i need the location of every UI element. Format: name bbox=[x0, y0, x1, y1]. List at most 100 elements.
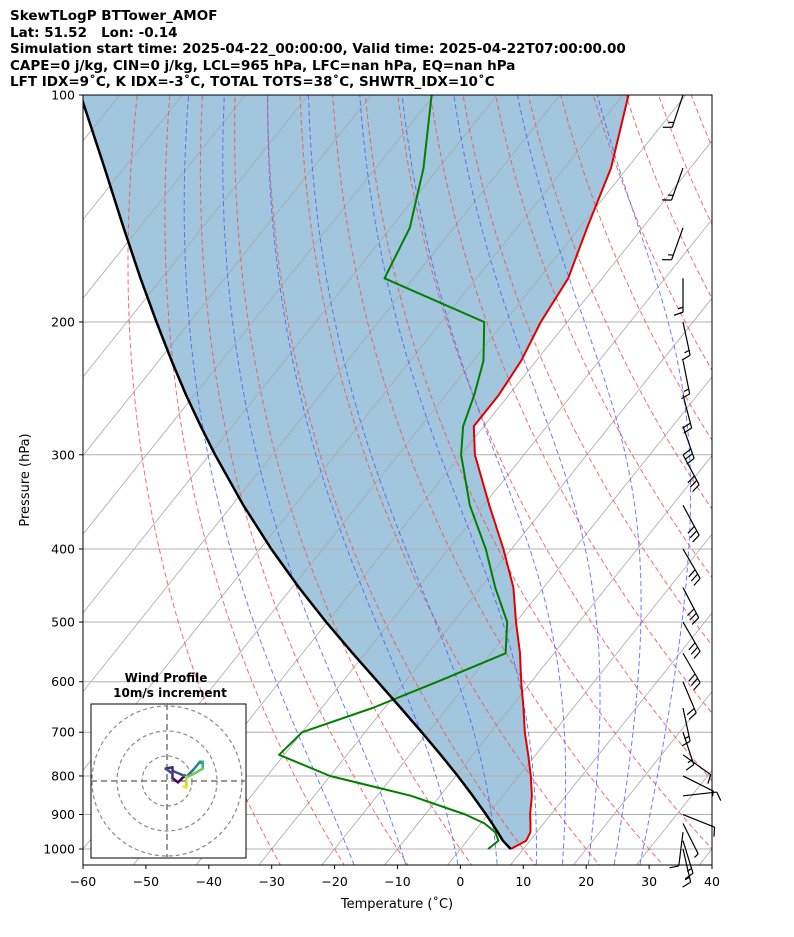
wind-barb-staff bbox=[682, 823, 699, 855]
y-tick-label: 800 bbox=[51, 768, 75, 783]
wind-barb-flag bbox=[669, 865, 679, 869]
wind-barb bbox=[662, 167, 684, 201]
parcel-path-line bbox=[83, 98, 512, 850]
hodograph-title: Wind Profile bbox=[125, 671, 208, 685]
y-tick-label: 600 bbox=[51, 674, 75, 689]
x-tick-label: −40 bbox=[196, 874, 222, 889]
wind-barb bbox=[682, 813, 716, 837]
wind-barb-halfflag bbox=[684, 735, 690, 740]
wind-barb bbox=[682, 394, 693, 434]
isotherm-gridline bbox=[83, 95, 184, 221]
y-tick-label: 900 bbox=[51, 807, 75, 822]
wind-barb bbox=[682, 840, 694, 880]
wind-barb-staff bbox=[678, 832, 684, 867]
wind-barb-staff bbox=[682, 548, 701, 579]
dry-adiabat-line bbox=[199, 95, 409, 865]
wind-barb bbox=[682, 823, 699, 858]
wind-barb-flag bbox=[685, 763, 695, 771]
wind-barb-flag bbox=[707, 774, 712, 784]
moist-adiabat-line bbox=[183, 95, 355, 865]
dry-adiabat-line bbox=[724, 95, 794, 880]
hodograph-segment bbox=[191, 760, 202, 772]
moist-adiabat-line bbox=[596, 95, 692, 865]
wind-barb-staff bbox=[682, 652, 701, 683]
wind-barb-halfflag bbox=[684, 349, 690, 354]
wind-barb-flag bbox=[693, 577, 701, 586]
wind-barb-flag bbox=[686, 708, 695, 716]
isotherm-gridline bbox=[83, 95, 435, 535]
chart-title: SkewTLogP BTTower_AMOF bbox=[10, 8, 218, 24]
wind-barb-staff bbox=[682, 587, 700, 618]
cape-shading-layer bbox=[83, 95, 629, 849]
dry-adiabat-line bbox=[495, 95, 712, 579]
dry-adiabat-line bbox=[299, 95, 600, 865]
chart-title-block: SkewTLogP BTTower_AMOF Lat: 51.52 Lon: -… bbox=[10, 8, 626, 91]
wind-barb bbox=[682, 791, 722, 801]
x-tick-label: 0 bbox=[456, 874, 464, 889]
wind-barb-staff bbox=[682, 394, 693, 429]
temperature-line bbox=[472, 95, 630, 850]
hodograph-segment bbox=[182, 785, 188, 790]
wind-barb-halfflag bbox=[693, 853, 699, 858]
isotherm-gridline bbox=[384, 454, 712, 865]
wind-barb-flag bbox=[689, 530, 698, 539]
cape-cin-shading bbox=[83, 95, 629, 849]
dry-adiabat-line bbox=[234, 95, 473, 865]
dewpoint-line bbox=[278, 95, 509, 850]
y-axis-label: Pressure (hPa) bbox=[18, 433, 33, 526]
wind-barb-flag bbox=[682, 422, 691, 429]
wind-barb-halfflag bbox=[711, 791, 715, 797]
wind-barb-staff bbox=[682, 321, 691, 356]
hodograph-subtitle: 10m/s increment bbox=[113, 686, 227, 700]
wind-barb bbox=[681, 707, 691, 747]
wind-barb-halfflag bbox=[683, 388, 689, 392]
x-tick-label: −30 bbox=[259, 874, 285, 889]
wind-barb bbox=[682, 775, 715, 797]
wind-barb-staff bbox=[682, 504, 700, 536]
isotherm-gridline bbox=[83, 95, 246, 299]
isotherm-gridline bbox=[83, 95, 309, 378]
isotherm-gridline bbox=[83, 95, 372, 457]
wind-barb-staff bbox=[682, 681, 697, 714]
wind-barb-flag bbox=[689, 479, 698, 488]
wind-barb-flag bbox=[684, 872, 694, 880]
isotherm-gridline bbox=[83, 95, 498, 614]
hodograph-segment bbox=[172, 770, 185, 777]
wind-barb-flag bbox=[690, 573, 699, 582]
wind-barb-staff bbox=[682, 454, 700, 485]
y-tick-label: 300 bbox=[51, 447, 75, 462]
x-tick-label: −50 bbox=[133, 874, 159, 889]
isotherm-gridline bbox=[258, 297, 712, 865]
wind-barb-flag bbox=[692, 484, 700, 493]
wind-barb-staff bbox=[682, 707, 691, 742]
wind-barb bbox=[682, 454, 700, 493]
moist-adiabat-line bbox=[516, 95, 642, 865]
y-tick-label: 200 bbox=[51, 314, 75, 329]
dry-adiabat-line bbox=[127, 95, 281, 865]
wind-barb-staff bbox=[682, 360, 691, 395]
y-tick-label: 100 bbox=[51, 88, 75, 103]
wind-barb-flag bbox=[688, 712, 697, 720]
isotherm-gridline bbox=[0, 78, 70, 880]
dry-adiabat-line bbox=[364, 95, 712, 850]
dry-adiabat-line bbox=[267, 95, 537, 865]
wind-barb bbox=[682, 732, 695, 771]
cape-line: CAPE=0 j/kg, CIN=0 j/kg, LCL=965 hPa, LF… bbox=[10, 57, 516, 74]
wind-barb bbox=[673, 278, 684, 316]
axis-ticks-layer: −60 −50 −40 −30 −20 −10 0 10 20 30 40 100 200 300 400 5… bbox=[43, 88, 720, 890]
moist-adiabat-line bbox=[267, 95, 459, 865]
wind-barb-flag bbox=[688, 569, 696, 578]
wind-barb-staff bbox=[682, 754, 712, 776]
time-line: Simulation start time: 2025-04-22_00:00:… bbox=[10, 41, 626, 57]
profile-lines-layer bbox=[83, 95, 630, 850]
wind-barb-halfflag bbox=[686, 867, 692, 872]
location-line: Lat: 51.52 Lon: -0.14 bbox=[10, 24, 178, 41]
y-tick-label: 1000 bbox=[43, 842, 75, 857]
y-tick-label: 500 bbox=[51, 615, 75, 630]
dry-adiabat-line bbox=[789, 95, 794, 880]
wind-barb-staff bbox=[682, 813, 715, 828]
x-axis-label: Temperature (˚C) bbox=[340, 896, 453, 912]
y-tick-label: 400 bbox=[51, 541, 75, 556]
wind-barb-flag bbox=[716, 791, 722, 801]
